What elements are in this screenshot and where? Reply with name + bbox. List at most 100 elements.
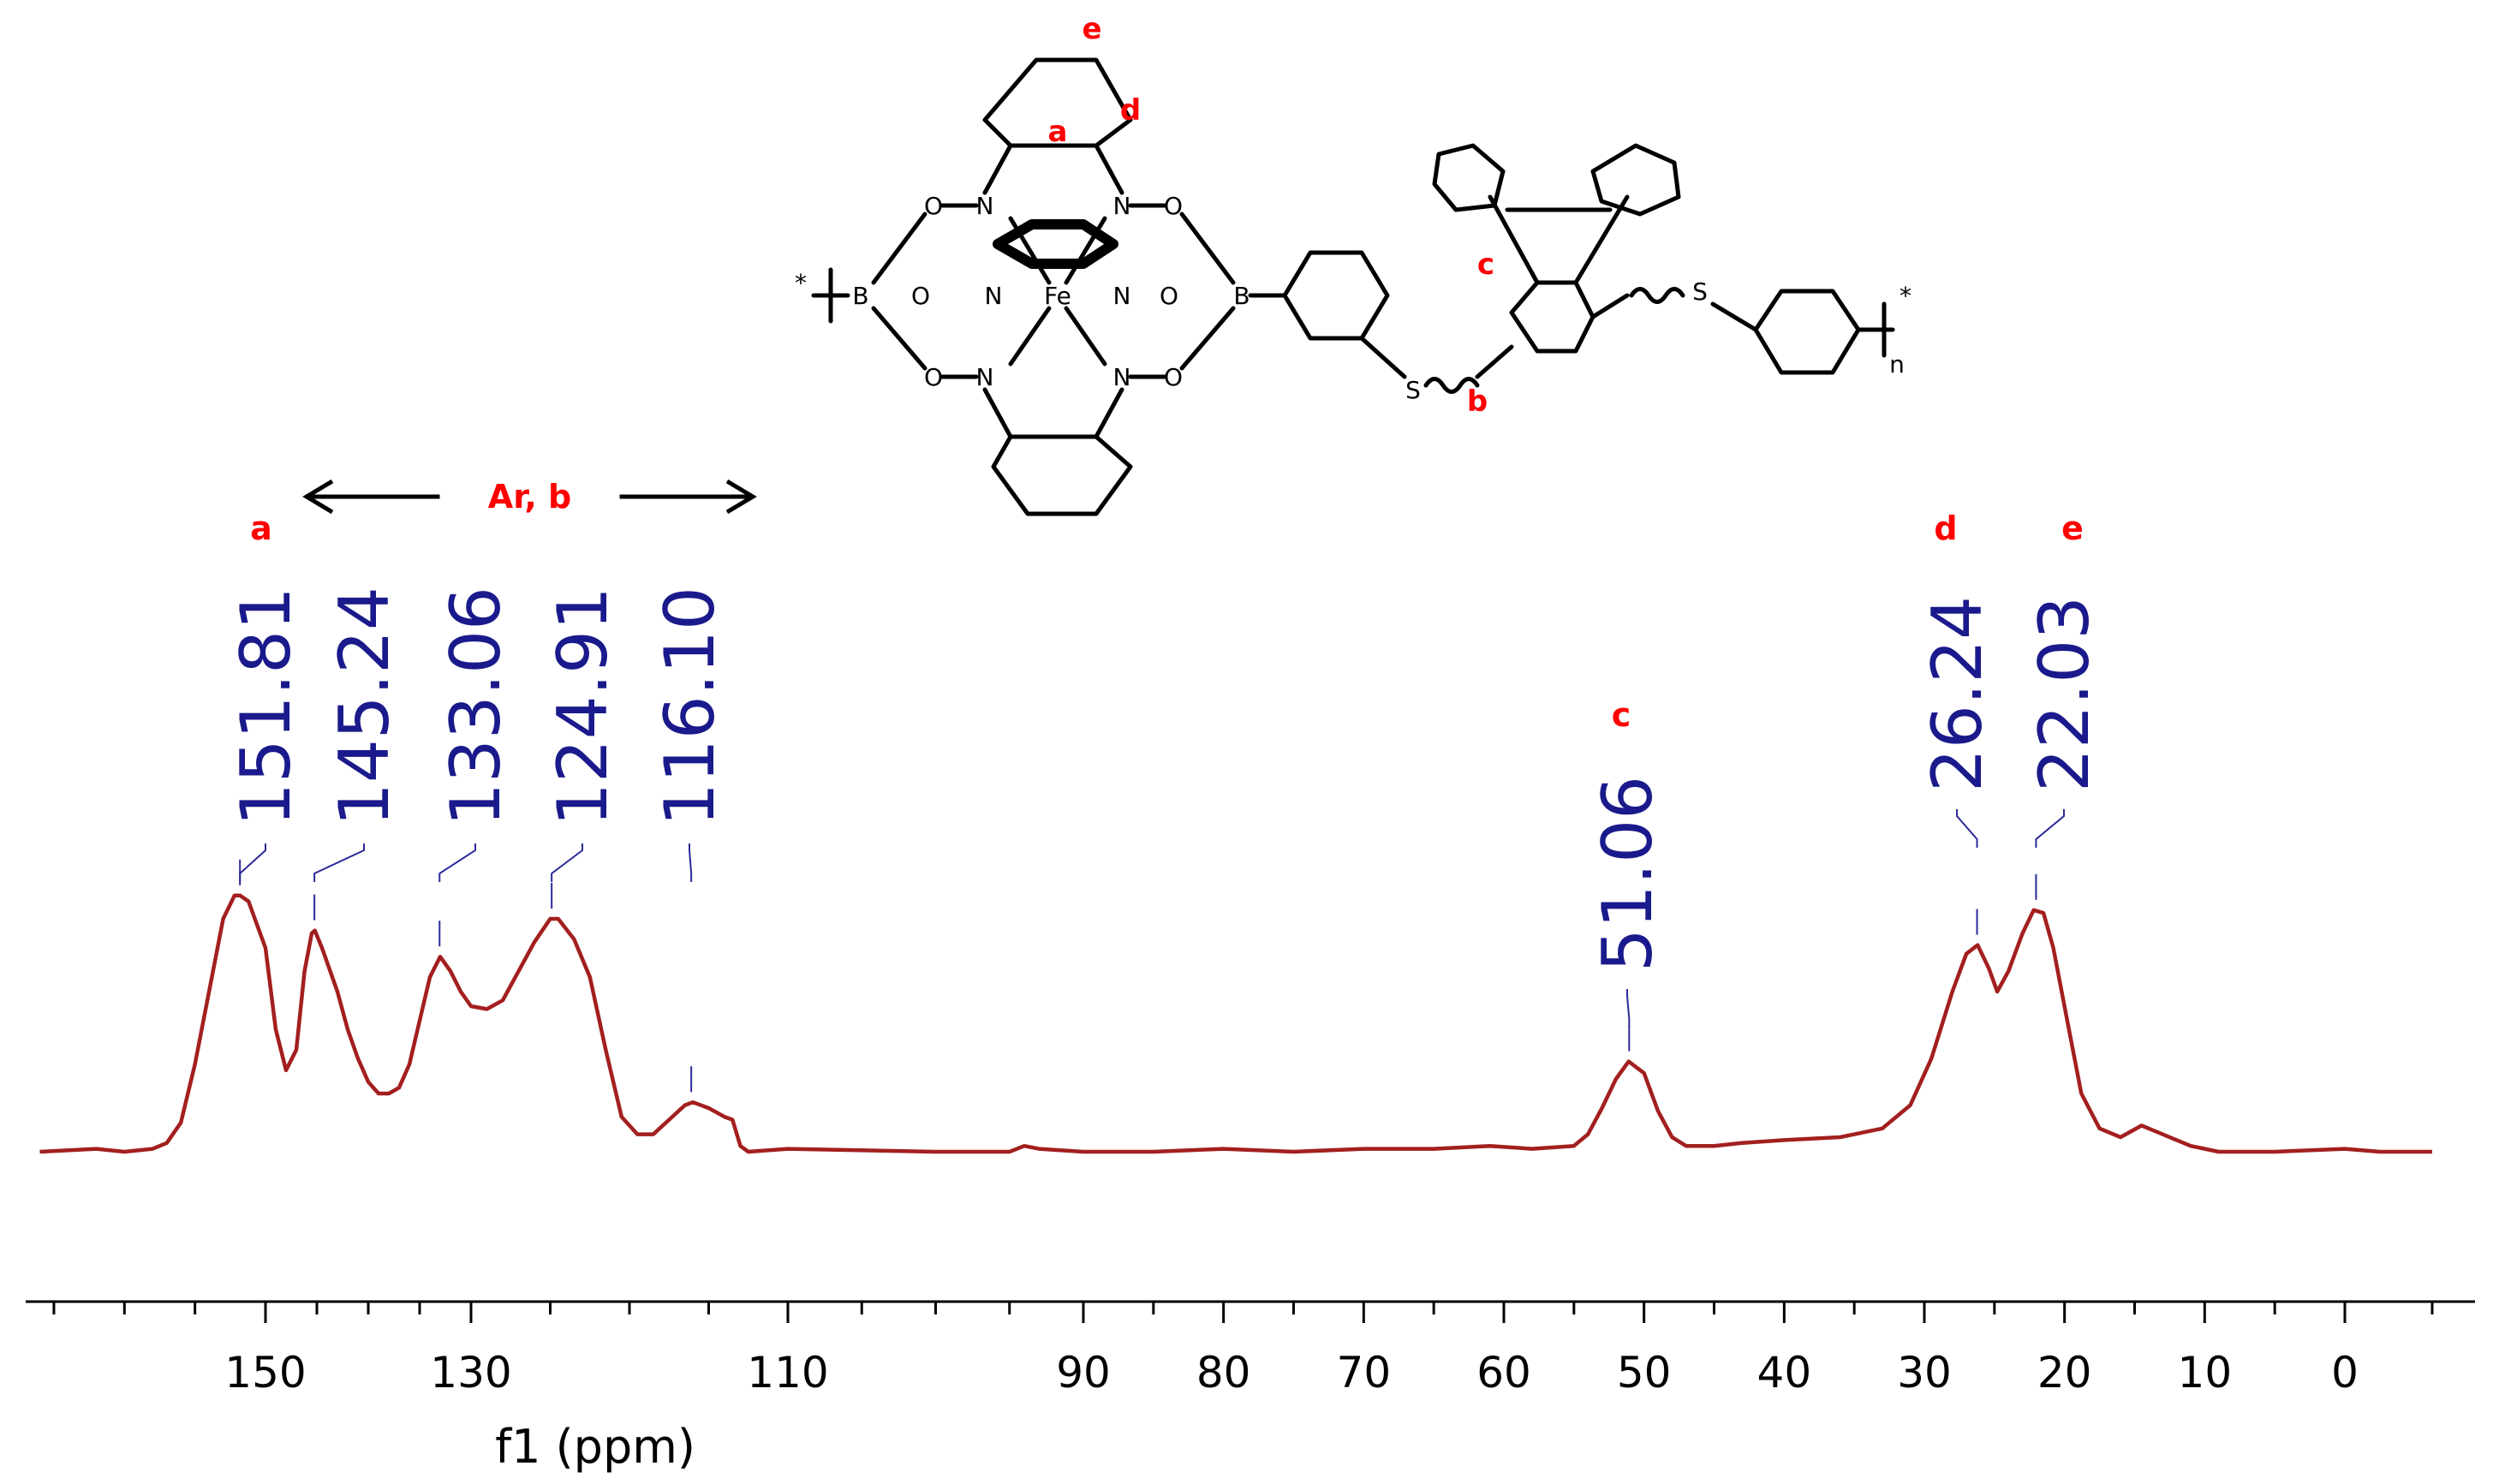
x-tick-label: 60 [1476,1348,1531,1398]
peak-leader-line [1956,809,1978,848]
atom-o-right-bottom: O [1164,363,1183,391]
x-tick-label: 90 [1056,1348,1111,1398]
assignment-label: a [250,510,272,547]
peak-label: 151.81 [226,587,306,826]
x-tick-label: 40 [1757,1348,1812,1398]
atom-o-left-bottom: O [924,363,943,391]
x-tick-label: 10 [2178,1348,2233,1398]
assignment-label: c [1612,696,1631,734]
bottom-imine-right [1094,387,1124,439]
atom-n-right-mid: N [1113,282,1131,310]
triptycene-left-ring [1432,143,1506,212]
chain-end-star-left: * [795,269,807,297]
vinyl-wavy-bond-right [1629,287,1685,304]
atom-n-right-bottom: N [1113,363,1131,391]
vinyl-double-bond-right [1590,293,1630,319]
central-bold-ring [993,219,1118,269]
peak-leader-line [239,843,266,882]
x-tick-label: 20 [2037,1348,2092,1398]
x-axis-tick-labels: 150 130 110 90 80 70 60 50 40 30 20 10 0 [224,1348,2359,1398]
peak-label: 22.03 [2025,596,2104,792]
peak-label-group: 116.10 [650,587,730,1093]
atom-n-left-top: N [976,192,994,220]
bottom-cyclohexane-ring [991,434,1133,516]
peak-label: 51.06 [1588,776,1667,972]
top-imine-right [1094,143,1124,195]
peak-label: 116.10 [650,587,730,826]
fe-bond-top-left [1008,216,1052,285]
x-tick-label: 0 [2331,1348,2359,1398]
peak-label: 124.91 [543,587,623,826]
peak-leader-line [1626,989,1631,1028]
triptycene-bridge-left [1488,194,1540,285]
peak-label: 145.24 [325,587,404,826]
x-tick-label: 130 [430,1348,511,1398]
peak-label-group: 51.06 [1588,776,1667,1052]
ar-b-left-arrowhead [302,479,334,515]
x-tick-label: 50 [1617,1348,1672,1398]
ar-b-right-arrowhead [725,479,757,515]
atom-b-right: B [1233,282,1249,310]
atom-b-left: B [852,282,868,310]
fe-bond-top-right [1064,216,1107,285]
x-tick-label: 110 [747,1348,828,1398]
assignment-label: e [2061,510,2084,547]
assignment-label: d [1934,510,1957,547]
spectrum-line [39,893,2432,1154]
structure-label-d: d [1120,93,1141,128]
atom-o-right-top: O [1164,192,1183,220]
atom-fe: Fe [1044,282,1071,310]
repeat-unit-n: n [1889,350,1905,378]
s-meta-phenyl-bond [1710,301,1758,332]
bond-b-o-top-left [871,212,927,285]
x-tick-label: 80 [1196,1348,1251,1398]
vinyl-wavy-bond-left [1423,377,1480,394]
x-tick-label: 70 [1337,1348,1392,1398]
peak-leader-line [689,843,693,882]
atom-s-right: S [1692,277,1708,306]
structure-label-e: e [1082,12,1101,46]
atom-n-right-top: N [1113,192,1131,220]
triptycene-right-ring [1590,143,1681,217]
meta-phenyl-ring [1753,289,1861,375]
peak-leader-line [313,843,365,882]
ar-b-range-annotation: Ar, b [302,478,757,516]
peak-label: 133.06 [436,587,516,826]
atom-o-right-mid: O [1160,282,1178,310]
bottom-imine-left [982,387,1013,439]
x-axis-title: f1 (ppm) [495,1420,695,1474]
phenyl-s-bond [1359,336,1407,379]
x-tick-label: 30 [1897,1348,1952,1398]
atom-n-left-mid: N [985,282,1003,310]
structure-label-c: c [1477,247,1494,282]
para-phenyl-ring [1282,250,1390,341]
chemical-structure: B B Fe O O O O O O N N N N N N S S * * n… [795,12,1911,516]
peak-label-group: 151.81 [226,587,306,885]
atom-o-left-top: O [924,192,943,220]
x-tick-label: 150 [224,1348,306,1398]
triptycene-bridge-right [1573,194,1630,285]
peak-label-group: 124.91 [543,587,623,909]
bond-b-o-bottom-right [1179,306,1236,371]
structure-label-a: a [1048,115,1068,149]
top-imine-left [982,143,1013,195]
peak-label-group: 26.24 [1917,596,1997,935]
peak-label-group: 22.03 [2025,596,2104,900]
peak-labels: 151.81 145.24 133.06 124.91 116.10 51.06 26.24… [226,587,2104,1093]
bond-b-o-top-right [1179,212,1236,285]
fe-bond-bottom-left [1008,306,1052,367]
triptycene-central-ring [1509,280,1595,354]
peak-leader-line [438,843,476,882]
peak-leader-line [551,843,583,882]
peak-label-group: 145.24 [313,587,404,921]
peak-assignments: a c d e [250,510,2084,734]
atom-s-left: S [1405,376,1421,404]
x-axis-ticks [52,1302,2434,1323]
peak-label: 26.24 [1917,596,1997,792]
fe-bond-bottom-right [1064,306,1107,367]
atom-o-left-mid: O [911,282,930,310]
vinyl-double-bond-left [1475,344,1514,379]
peak-leader-line [2035,809,2065,848]
